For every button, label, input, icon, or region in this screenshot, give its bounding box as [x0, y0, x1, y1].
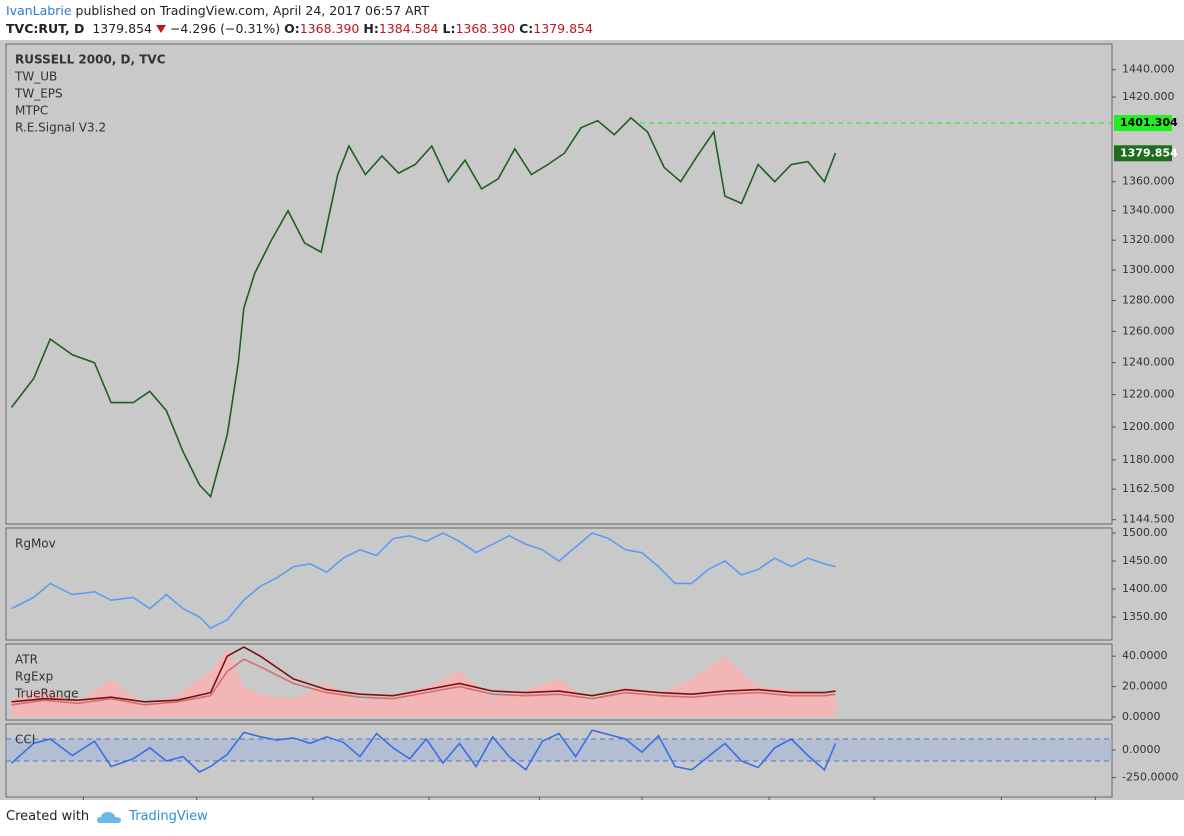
y-tick-label: 1400.00	[1122, 582, 1168, 595]
pane-label: CCI	[15, 733, 35, 747]
symbol: TVC:RUT, D	[6, 21, 85, 36]
pane-label: MTPC	[15, 104, 48, 118]
y-tick-label: 1300.000	[1122, 263, 1175, 276]
author[interactable]: IvanLabrie	[6, 3, 72, 18]
price-label: 1379.854	[1120, 146, 1178, 159]
area	[11, 648, 836, 717]
y-tick-label: 40.0000	[1122, 649, 1168, 662]
pane-label: R.E.Signal V3.2	[15, 121, 106, 135]
y-tick-label: 1280.000	[1122, 293, 1175, 306]
line	[11, 646, 836, 703]
y-tick-label: 1162.500	[1122, 482, 1175, 495]
y-tick-label: 1420.000	[1122, 90, 1175, 103]
y-tick-label: 1350.00	[1122, 610, 1168, 623]
pane	[5, 43, 1113, 525]
header: IvanLabrie published on TradingView.com,…	[6, 2, 593, 38]
down-icon	[155, 25, 166, 33]
y-tick-label: 1180.000	[1122, 453, 1175, 466]
pane-label: RgMov	[15, 537, 56, 551]
o-label: O:	[284, 21, 300, 36]
footer: Created with TradingView	[6, 809, 208, 824]
created: Created with	[6, 809, 90, 824]
line	[11, 532, 836, 630]
publish-line: IvanLabrie published on TradingView.com,…	[6, 2, 593, 20]
chart-background	[0, 40, 1184, 800]
pane	[5, 527, 1113, 641]
y-tick-label: 1144.500	[1122, 513, 1175, 526]
price-label-box	[1114, 115, 1172, 132]
y-tick-label: 1220.000	[1122, 388, 1175, 401]
line	[10, 729, 837, 773]
change: −4.296 (−0.31%)	[169, 21, 281, 36]
y-tick-label: 1260.000	[1122, 324, 1175, 337]
y-tick-label: 0.0000	[1122, 743, 1161, 756]
pane-label: ATR	[15, 653, 38, 667]
c: 1379.854	[533, 21, 593, 36]
l-label: L:	[442, 21, 456, 36]
pane-label: TW_UB	[14, 70, 57, 84]
price-label: 1401.304	[1120, 116, 1178, 129]
y-tick-label: 1320.000	[1122, 233, 1175, 246]
logo	[97, 811, 122, 823]
pane-label: RgExp	[15, 670, 53, 684]
level-band	[6, 738, 1112, 761]
y-tick-label: 1200.000	[1122, 420, 1175, 433]
y-tick-label: 0.0000	[1122, 710, 1161, 723]
brand[interactable]: TradingView	[129, 809, 208, 824]
last: 1379.854	[92, 21, 152, 36]
line	[11, 658, 836, 706]
y-tick-label: 1500.00	[1122, 526, 1168, 539]
y-tick-label: 1450.00	[1122, 554, 1168, 567]
h-label: H:	[363, 21, 379, 36]
y-tick-label: 1360.000	[1122, 175, 1175, 188]
l: 1368.390	[455, 21, 516, 36]
y-tick-label: -250.0000	[1122, 771, 1178, 784]
c-label: C:	[519, 21, 534, 36]
pane-label: RUSSELL 2000, D, TVC	[15, 53, 166, 67]
o: 1368.390	[299, 21, 360, 36]
h: 1384.584	[378, 21, 439, 36]
line	[10, 116, 837, 499]
pane-label: TrueRange	[14, 687, 79, 701]
y-tick-label: 1440.000	[1122, 63, 1175, 76]
y-tick-label: 1340.000	[1122, 204, 1175, 217]
y-tick-label: 1240.000	[1122, 356, 1175, 369]
pane	[5, 643, 1113, 721]
pane-label: TW_EPS	[14, 87, 63, 101]
chart: 1440.000 1420.000 1360.000 1340.000 1320.000…	[0, 40, 1184, 800]
y-tick-label: 20.0000	[1122, 680, 1168, 693]
price-label-box	[1114, 145, 1172, 162]
published: published on TradingView.com, April 24, …	[75, 3, 429, 18]
quote-line: TVC:RUT, D 1379.854 −4.296 (−0.31%) O:13…	[6, 20, 593, 38]
